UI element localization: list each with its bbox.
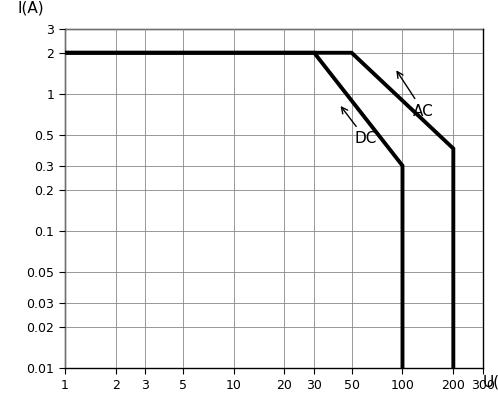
Text: DC: DC	[342, 107, 377, 146]
X-axis label: U(V): U(V)	[483, 375, 498, 390]
Text: AC: AC	[397, 72, 433, 119]
Y-axis label: I(A): I(A)	[18, 0, 45, 15]
